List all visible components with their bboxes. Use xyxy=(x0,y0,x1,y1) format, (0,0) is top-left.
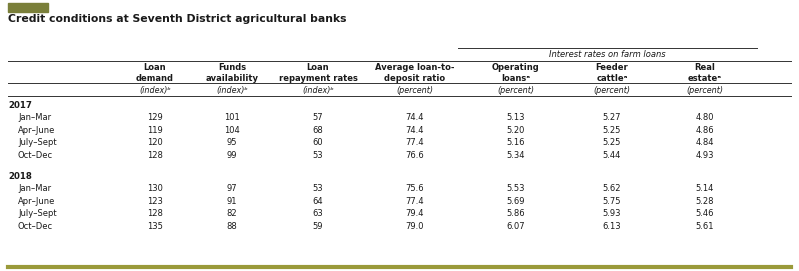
Text: 128: 128 xyxy=(147,151,163,160)
Text: 6.07: 6.07 xyxy=(507,222,525,231)
Text: 59: 59 xyxy=(312,222,324,231)
Text: 120: 120 xyxy=(147,138,163,147)
Text: (percent): (percent) xyxy=(498,86,535,95)
Text: 5.44: 5.44 xyxy=(602,151,621,160)
Text: (percent): (percent) xyxy=(686,86,724,95)
Text: 99: 99 xyxy=(227,151,237,160)
Text: 5.61: 5.61 xyxy=(696,222,714,231)
Text: July–Sept: July–Sept xyxy=(18,138,57,147)
Bar xyxy=(8,3,48,12)
Text: 53: 53 xyxy=(312,151,324,160)
Text: Jan–Mar: Jan–Mar xyxy=(18,113,51,122)
Text: 5.75: 5.75 xyxy=(602,196,622,206)
Text: 130: 130 xyxy=(147,184,163,193)
Text: 88: 88 xyxy=(227,222,237,231)
Text: 77.4: 77.4 xyxy=(406,196,424,206)
Text: 5.27: 5.27 xyxy=(602,113,622,122)
Text: 5.16: 5.16 xyxy=(507,138,525,147)
Text: Apr–June: Apr–June xyxy=(18,125,55,135)
Text: 5.62: 5.62 xyxy=(602,184,622,193)
Text: 4.84: 4.84 xyxy=(696,138,714,147)
Text: (percent): (percent) xyxy=(594,86,630,95)
Text: 5.53: 5.53 xyxy=(507,184,525,193)
Text: 2017: 2017 xyxy=(8,101,32,110)
Text: 97: 97 xyxy=(227,184,237,193)
Text: 119: 119 xyxy=(147,125,163,135)
Text: 5.86: 5.86 xyxy=(507,209,525,218)
Text: 63: 63 xyxy=(312,209,324,218)
Text: (index)ᵇ: (index)ᵇ xyxy=(216,86,248,95)
Text: Jan–Mar: Jan–Mar xyxy=(18,184,51,193)
Text: 5.93: 5.93 xyxy=(602,209,622,218)
Text: Average loan-to-
deposit ratio: Average loan-to- deposit ratio xyxy=(376,63,455,83)
Text: Credit conditions at Seventh District agricultural banks: Credit conditions at Seventh District ag… xyxy=(8,14,347,24)
Text: 2018: 2018 xyxy=(8,172,32,181)
Text: Feeder
cattleᵃ: Feeder cattleᵃ xyxy=(595,63,628,83)
Text: Oct–Dec: Oct–Dec xyxy=(18,151,53,160)
Text: (index)ᵇ: (index)ᵇ xyxy=(139,86,171,95)
Text: July–Sept: July–Sept xyxy=(18,209,57,218)
Text: 5.13: 5.13 xyxy=(507,113,525,122)
Text: 79.4: 79.4 xyxy=(406,209,424,218)
Text: 74.4: 74.4 xyxy=(406,125,424,135)
Text: Operating
loansᵃ: Operating loansᵃ xyxy=(492,63,540,83)
Text: 95: 95 xyxy=(227,138,237,147)
Text: 6.13: 6.13 xyxy=(602,222,622,231)
Text: 60: 60 xyxy=(312,138,324,147)
Text: (index)ᵇ: (index)ᵇ xyxy=(302,86,334,95)
Text: 79.0: 79.0 xyxy=(406,222,424,231)
Text: 5.46: 5.46 xyxy=(696,209,714,218)
Text: 91: 91 xyxy=(227,196,237,206)
Text: 129: 129 xyxy=(147,113,163,122)
Text: Loan
repayment rates: Loan repayment rates xyxy=(279,63,357,83)
Text: 104: 104 xyxy=(225,125,240,135)
Text: 5.69: 5.69 xyxy=(507,196,525,206)
Text: 77.4: 77.4 xyxy=(406,138,424,147)
Text: 74.4: 74.4 xyxy=(406,113,424,122)
Text: 5.34: 5.34 xyxy=(507,151,525,160)
Text: 53: 53 xyxy=(312,184,324,193)
Text: 5.25: 5.25 xyxy=(602,138,621,147)
Text: 128: 128 xyxy=(147,209,163,218)
Text: 123: 123 xyxy=(147,196,163,206)
Text: 4.86: 4.86 xyxy=(696,125,714,135)
Text: 4.93: 4.93 xyxy=(696,151,714,160)
Text: Interest rates on farm loans: Interest rates on farm loans xyxy=(549,50,666,59)
Text: Funds
availability: Funds availability xyxy=(205,63,259,83)
Text: 75.6: 75.6 xyxy=(406,184,424,193)
Text: 64: 64 xyxy=(312,196,324,206)
Text: (percent): (percent) xyxy=(396,86,434,95)
Text: 4.80: 4.80 xyxy=(696,113,714,122)
Text: 82: 82 xyxy=(227,209,237,218)
Text: 5.28: 5.28 xyxy=(696,196,714,206)
Text: 5.25: 5.25 xyxy=(602,125,621,135)
Text: Loan
demand: Loan demand xyxy=(136,63,174,83)
Text: 57: 57 xyxy=(312,113,324,122)
Text: Apr–June: Apr–June xyxy=(18,196,55,206)
Text: 76.6: 76.6 xyxy=(406,151,424,160)
Text: Oct–Dec: Oct–Dec xyxy=(18,222,53,231)
Text: 101: 101 xyxy=(225,113,240,122)
Text: 5.14: 5.14 xyxy=(696,184,714,193)
Text: 135: 135 xyxy=(147,222,163,231)
Text: 5.20: 5.20 xyxy=(507,125,525,135)
Text: Real
estateᵃ: Real estateᵃ xyxy=(688,63,722,83)
Text: 68: 68 xyxy=(312,125,324,135)
